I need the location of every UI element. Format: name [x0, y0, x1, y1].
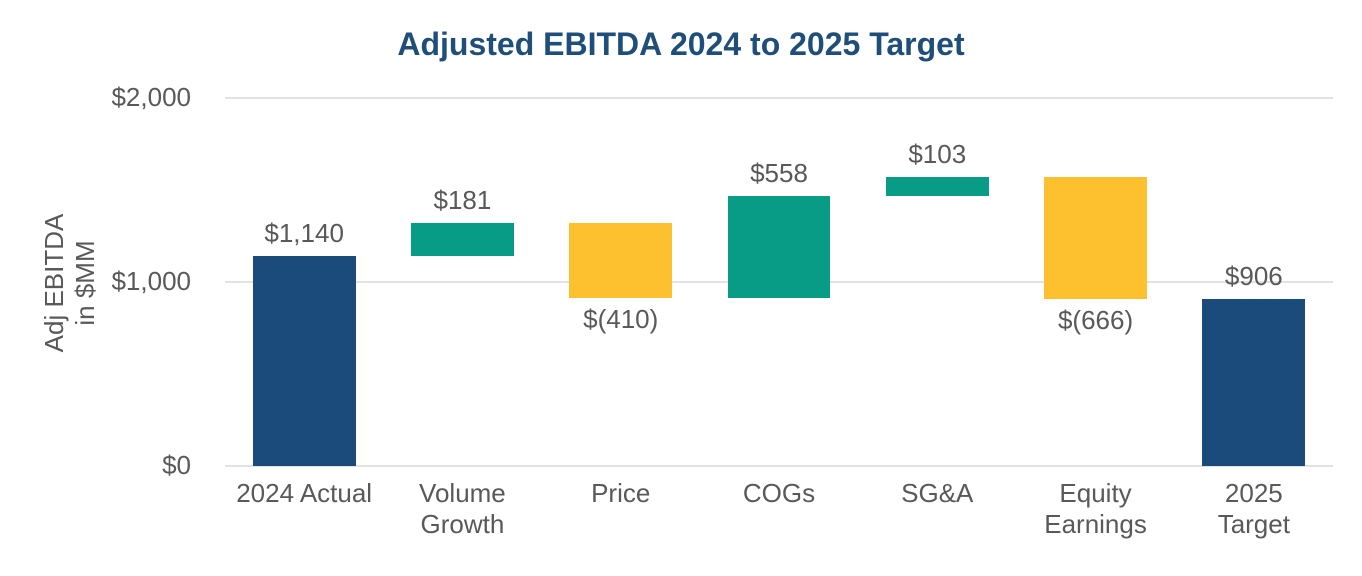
bar-value-label: $1,140: [264, 218, 344, 249]
waterfall-bar-volume-growth: [410, 222, 514, 257]
x-axis-label-line: Growth: [420, 509, 505, 539]
x-axis-label-cogs: COGs: [700, 478, 858, 540]
x-axis-label-2025-target: 2025 Target: [1175, 478, 1333, 540]
chart-title: Adjusted EBITDA 2024 to 2025 Target: [397, 26, 965, 62]
bar-value-label: $558: [750, 157, 808, 188]
bar-column-sg-a: $103: [858, 98, 1016, 466]
x-axis-label-volume-growth: Volume Growth: [383, 478, 541, 540]
gridline: [225, 465, 1333, 467]
plot-area: $1,140 $181 $(410) $558 $103 $(666) $906: [225, 97, 1333, 467]
waterfall-bar-price: [569, 222, 673, 299]
bar-value-label: $103: [908, 138, 967, 169]
bar-columns: $1,140 $181 $(410) $558 $103 $(666) $906: [225, 98, 1333, 466]
waterfall-bar-2025-target: [1202, 299, 1306, 466]
bar-column-cogs: $558: [700, 98, 858, 466]
x-axis-label-line: SG&A: [901, 478, 974, 508]
bar-column-2024-actual: $1,140: [225, 98, 383, 466]
x-axis-label-line: 2024 Actual: [236, 478, 373, 508]
bar-column-volume-growth: $181: [383, 98, 541, 466]
x-axis-label-equity-earnings: Equity Earnings: [1016, 478, 1174, 540]
x-axis-label-price: Price: [542, 478, 700, 540]
y-axis-tick-label: $1,000: [111, 266, 191, 296]
x-axis-label-2024-actual: 2024 Actual: [225, 478, 383, 540]
waterfall-bar-sg-a: [885, 176, 989, 196]
bar-value-label: $181: [433, 184, 492, 215]
x-axis-label-line: Earnings: [1044, 509, 1147, 539]
x-axis-label-line: Target: [1217, 509, 1290, 539]
waterfall-bar-equity-earnings: [1044, 176, 1147, 300]
x-axis-label-line: Volume: [419, 478, 506, 508]
x-axis-label-line: Price: [591, 478, 651, 508]
bar-column-equity-earnings: $(666): [1016, 98, 1174, 466]
bar-column-2025-target: $906: [1175, 98, 1333, 466]
x-axis-label-sg-a: SG&A: [858, 478, 1016, 540]
bar-value-label: $(410): [583, 304, 659, 335]
y-axis: $0 $1,000 $2,000: [0, 0, 191, 576]
waterfall-bar-cogs: [727, 195, 831, 299]
bar-value-label: $(666): [1057, 305, 1134, 336]
waterfall-bar-2024-actual: [252, 256, 356, 466]
x-axis: 2024 Actual Volume Growth Price COGs SG&A Equi…: [225, 478, 1333, 540]
x-axis-label-line: Equity: [1059, 478, 1132, 508]
gridline: [225, 97, 1333, 99]
x-axis-label-line: 2025: [1224, 478, 1283, 508]
bar-value-label: $906: [1224, 261, 1283, 292]
y-axis-tick-label: $0: [162, 450, 191, 480]
x-axis-label-line: COGs: [742, 478, 816, 508]
bar-column-price: $(410): [542, 98, 700, 466]
y-axis-tick-label: $2,000: [111, 82, 191, 112]
